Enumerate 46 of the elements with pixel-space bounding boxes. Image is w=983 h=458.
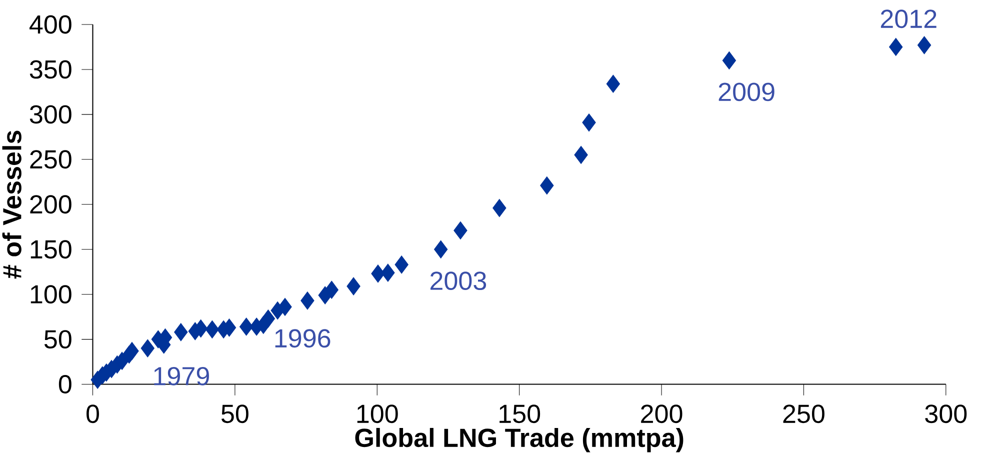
point (918, 36, 932, 54)
point (889, 38, 903, 56)
point (140, 339, 154, 357)
y-tick-label: 50 (44, 330, 72, 348)
x-tick-label: 150 (500, 404, 540, 423)
point (371, 264, 385, 282)
point (394, 256, 408, 274)
point (582, 113, 596, 132)
y-tick-label: 100 (30, 284, 72, 304)
point (722, 51, 736, 70)
point (205, 320, 219, 338)
y-tick-label: 250 (30, 150, 72, 168)
y-tick-label: 300 (30, 104, 72, 124)
x-tick-label: 50 (222, 404, 248, 423)
annotation: 1979 (154, 366, 209, 386)
point (278, 298, 292, 316)
point (574, 146, 588, 164)
point (381, 264, 395, 282)
point (540, 176, 554, 194)
annotation: 1996 (275, 328, 330, 348)
x-tick-label: 100 (357, 404, 398, 423)
y-tick-label: 0 (58, 374, 72, 394)
point (454, 221, 468, 240)
y-tick-label: 350 (30, 60, 72, 78)
x-tick-label: 0 (86, 404, 99, 423)
x-tick-label: 200 (641, 404, 682, 423)
x-axis-title: Global LNG Trade (mmtpa) (355, 428, 684, 452)
point (240, 318, 254, 336)
y-tick-label: 200 (30, 194, 72, 214)
point (125, 342, 139, 360)
point (434, 240, 448, 258)
point (492, 198, 506, 217)
point (324, 280, 338, 298)
y-axis-title: # of Vessels (2, 130, 22, 278)
point (300, 292, 314, 310)
annotation: 2012 (880, 9, 936, 28)
x-tick-label: 300 (925, 404, 967, 423)
y-tick-label: 150 (30, 240, 72, 258)
y-tick-label: 400 (30, 15, 72, 34)
annotation: 2003 (430, 271, 486, 290)
point (261, 310, 275, 328)
point (606, 74, 620, 92)
annotation: 2009 (718, 82, 774, 101)
point (174, 323, 188, 341)
x-tick-label: 250 (783, 404, 824, 423)
point (346, 277, 360, 295)
